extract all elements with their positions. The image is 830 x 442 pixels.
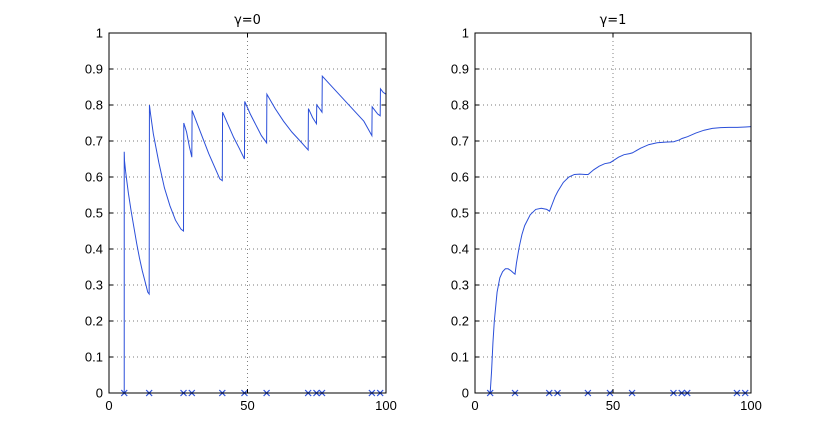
y-tick-label: 0.5 <box>85 206 103 221</box>
y-tick-label: 0.7 <box>85 134 103 149</box>
subplot-gamma-0: 0 0.1 0.2 0.3 0.4 0.5 0.6 0.7 0.8 0.9 1 0 50 100 γ=0 <box>85 13 397 413</box>
chart-title: γ=1 <box>600 13 627 28</box>
series-line <box>489 126 752 394</box>
x-tick-label: 50 <box>240 398 254 413</box>
y-tick-label: 0 <box>96 386 103 401</box>
y-tick-label: 0.2 <box>85 314 103 329</box>
y-tick-label: 0.6 <box>451 170 469 185</box>
y-tick-label: 0.8 <box>451 98 469 113</box>
subplot-gamma-1: 0 0.1 0.2 0.3 0.4 0.5 0.6 0.7 0.8 0.9 1 0 50 100 γ=1 <box>451 13 762 413</box>
x-tick-label: 100 <box>740 398 762 413</box>
x-tick-label: 0 <box>471 398 478 413</box>
series-line <box>123 74 387 393</box>
y-tick-label: 0 <box>462 386 469 401</box>
y-tick-label: 0.4 <box>451 242 469 257</box>
y-tick-label: 0.9 <box>85 62 103 77</box>
y-tick-label: 0.6 <box>85 170 103 185</box>
y-tick-label: 1 <box>462 26 469 41</box>
y-tick-label: 1 <box>96 26 103 41</box>
y-tick-label: 0.2 <box>451 314 469 329</box>
y-tick-label: 0.8 <box>85 98 103 113</box>
y-tick-label: 0.5 <box>451 206 469 221</box>
y-tick-label: 0.1 <box>85 350 103 365</box>
y-tick-label: 0.7 <box>451 134 469 149</box>
x-tick-label: 50 <box>606 398 620 413</box>
y-tick-label: 0.1 <box>451 350 469 365</box>
chart-title: γ=0 <box>234 13 261 28</box>
x-tick-label: 0 <box>105 398 112 413</box>
y-tick-label: 0.3 <box>85 278 103 293</box>
y-tick-label: 0.9 <box>451 62 469 77</box>
y-tick-label: 0.3 <box>451 278 469 293</box>
y-tick-label: 0.4 <box>85 242 103 257</box>
x-tick-label: 100 <box>375 398 397 413</box>
